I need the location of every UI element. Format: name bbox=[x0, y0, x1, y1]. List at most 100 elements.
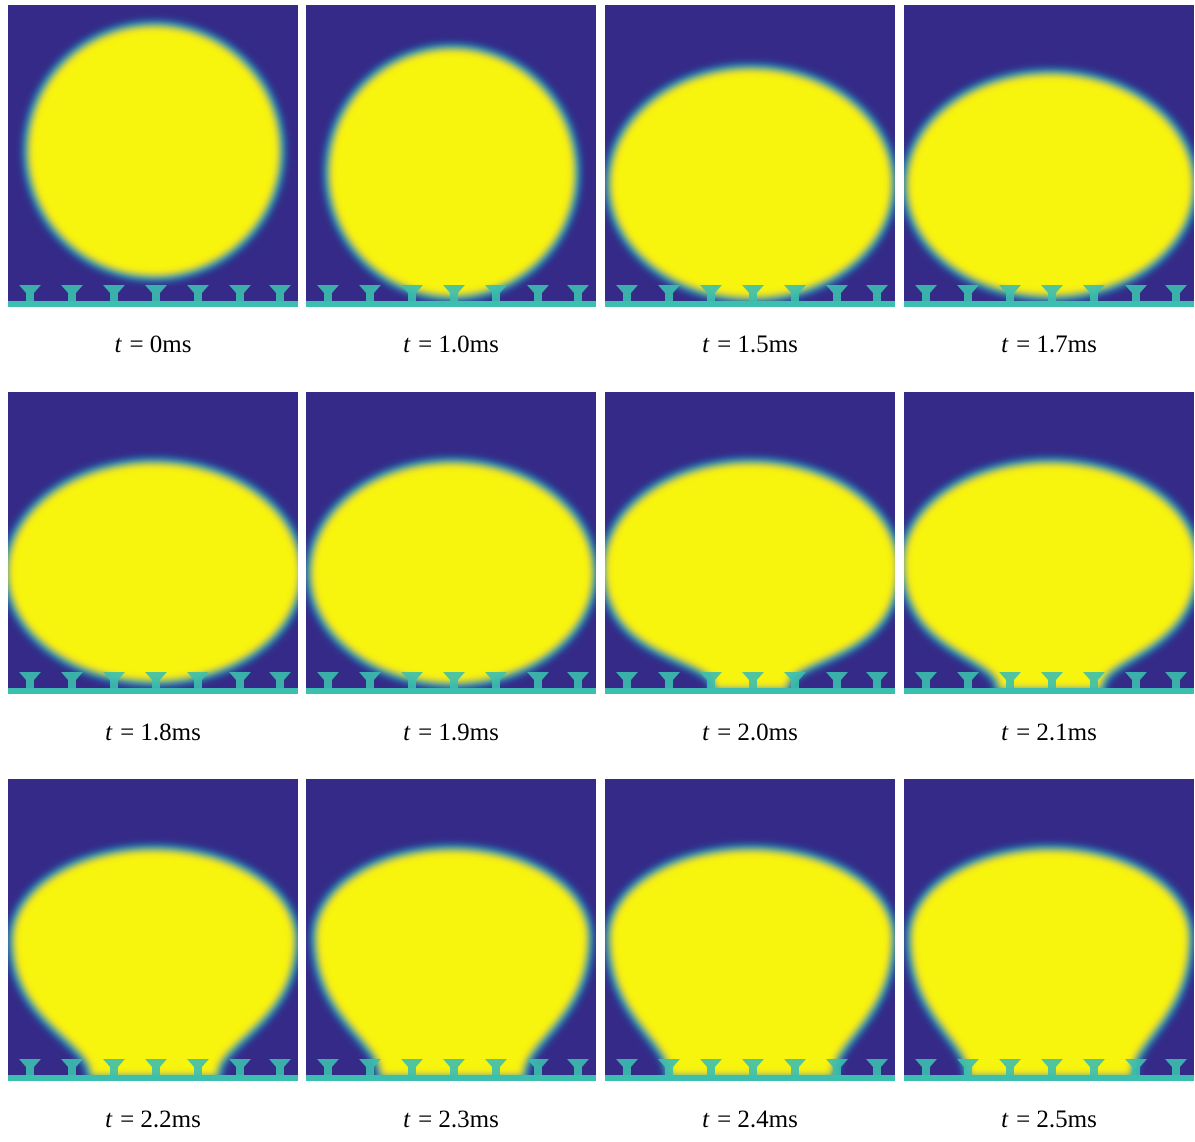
pillar bbox=[866, 672, 888, 689]
pillar bbox=[616, 672, 638, 689]
pillar bbox=[658, 285, 680, 302]
pillar bbox=[19, 672, 41, 689]
pillar bbox=[229, 1059, 251, 1076]
frame-content bbox=[605, 5, 895, 307]
pillar bbox=[485, 672, 507, 689]
pillar bbox=[1041, 672, 1063, 689]
pillar bbox=[1165, 1059, 1187, 1076]
pillar bbox=[616, 1059, 638, 1076]
pillar bbox=[359, 285, 381, 302]
substrate bbox=[306, 301, 596, 307]
simulation-frame bbox=[306, 392, 596, 694]
pillar bbox=[145, 672, 167, 689]
pillar bbox=[103, 285, 125, 302]
pillar bbox=[742, 1059, 764, 1076]
pillar bbox=[1041, 285, 1063, 302]
simulation-frame bbox=[306, 779, 596, 1081]
pillar bbox=[999, 672, 1021, 689]
pillar bbox=[700, 285, 722, 302]
pillar bbox=[999, 285, 1021, 302]
pillar bbox=[742, 672, 764, 689]
pillar bbox=[567, 1059, 589, 1076]
pillar bbox=[567, 672, 589, 689]
pillar bbox=[61, 672, 83, 689]
caption-label: = 2.4ms bbox=[717, 1106, 798, 1133]
pillar bbox=[443, 672, 465, 689]
frame-content bbox=[8, 392, 298, 694]
pillar bbox=[269, 672, 291, 689]
caption: t = 2.4ms bbox=[702, 1106, 798, 1133]
pillar bbox=[317, 285, 339, 302]
droplet bbox=[910, 849, 1190, 1077]
caption-label: = 1.8ms bbox=[120, 719, 201, 746]
caption-label: = 2.2ms bbox=[120, 1106, 201, 1133]
pillar bbox=[957, 1059, 979, 1076]
pillar bbox=[1083, 285, 1105, 302]
substrate bbox=[306, 688, 596, 694]
pillar bbox=[61, 1059, 83, 1076]
pillar bbox=[826, 672, 848, 689]
pillar bbox=[359, 672, 381, 689]
pillar bbox=[527, 285, 549, 302]
pillar bbox=[915, 285, 937, 302]
pillar bbox=[359, 1059, 381, 1076]
caption-symbol: t bbox=[1001, 331, 1009, 358]
pillar bbox=[1165, 672, 1187, 689]
pillar bbox=[103, 1059, 125, 1076]
pillar bbox=[616, 285, 638, 302]
pillar bbox=[145, 1059, 167, 1076]
pillar bbox=[784, 672, 806, 689]
simulation-frame bbox=[8, 392, 298, 694]
pillar bbox=[187, 672, 209, 689]
caption-label: = 2.0ms bbox=[717, 719, 798, 746]
caption-label: = 2.1ms bbox=[1016, 719, 1097, 746]
pillar bbox=[1125, 672, 1147, 689]
droplet bbox=[8, 462, 298, 682]
substrate bbox=[8, 301, 298, 307]
pillar bbox=[401, 1059, 423, 1076]
caption: t = 0ms bbox=[115, 331, 192, 358]
pillar bbox=[485, 285, 507, 302]
frame-content bbox=[8, 5, 298, 307]
caption: t = 1.8ms bbox=[105, 719, 201, 746]
droplet bbox=[609, 68, 893, 299]
caption-label: = 1.9ms bbox=[418, 719, 499, 746]
frame-content bbox=[605, 779, 895, 1081]
pillar bbox=[1125, 1059, 1147, 1076]
substrate bbox=[306, 1075, 596, 1081]
pillar bbox=[443, 285, 465, 302]
pillar bbox=[957, 672, 979, 689]
caption: t = 2.2ms bbox=[105, 1106, 201, 1133]
caption: t = 2.0ms bbox=[702, 719, 798, 746]
pillar bbox=[658, 672, 680, 689]
pillar bbox=[1165, 285, 1187, 302]
caption: t = 2.5ms bbox=[1001, 1106, 1097, 1133]
pillar bbox=[401, 285, 423, 302]
pillar bbox=[485, 1059, 507, 1076]
pillar bbox=[1083, 1059, 1105, 1076]
substrate bbox=[904, 688, 1194, 694]
pillar bbox=[269, 285, 291, 302]
droplet bbox=[315, 849, 589, 1077]
substrate bbox=[904, 301, 1194, 307]
simulation-frame bbox=[8, 779, 298, 1081]
droplet bbox=[609, 849, 893, 1077]
pillar bbox=[19, 285, 41, 302]
simulation-frame bbox=[904, 5, 1194, 307]
caption-symbol: t bbox=[1001, 1106, 1009, 1133]
frame-content bbox=[904, 779, 1194, 1081]
pillar bbox=[999, 1059, 1021, 1076]
substrate bbox=[605, 688, 895, 694]
caption-label: = 1.7ms bbox=[1016, 331, 1097, 358]
frame-content bbox=[306, 779, 596, 1081]
caption-symbol: t bbox=[403, 719, 411, 746]
caption-label: = 2.3ms bbox=[418, 1106, 499, 1133]
pillar bbox=[700, 1059, 722, 1076]
caption-symbol: t bbox=[702, 719, 710, 746]
substrate bbox=[8, 1075, 298, 1081]
droplet bbox=[27, 25, 281, 277]
caption-symbol: t bbox=[105, 719, 113, 746]
caption-label: = 1.0ms bbox=[418, 331, 499, 358]
pillar bbox=[866, 285, 888, 302]
